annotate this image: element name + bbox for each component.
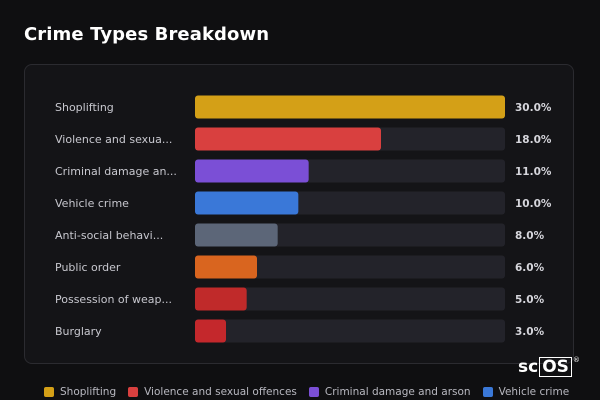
bar-track [195,287,505,311]
bar-track [195,255,505,279]
chart-title: Crime Types Breakdown [24,24,270,45]
legend-swatch [308,387,319,397]
bar[interactable] [195,255,257,279]
category-label: Vehicle crime [55,197,129,210]
category-label: Public order [55,261,121,274]
value-label: 10.0% [515,198,552,210]
bar[interactable] [195,287,247,311]
legend-swatch [482,387,493,397]
value-label: 6.0% [515,262,545,274]
legend-item[interactable]: Violence and sexual offences [128,386,297,398]
bar[interactable] [195,159,309,183]
value-label: 18.0% [515,134,552,146]
value-label: 8.0% [515,230,545,242]
value-label: 5.0% [515,294,545,306]
legend-label: Vehicle crime [498,386,570,398]
value-label: 11.0% [515,166,552,178]
legend-item[interactable]: Vehicle crime [482,386,570,398]
category-label: Criminal damage an... [55,165,177,178]
category-label: Anti-social behavi... [55,229,163,242]
legend-label: Criminal damage and arson [324,386,471,398]
value-label: 3.0% [515,326,545,338]
legend-label: Violence and sexual offences [144,386,297,398]
legend-swatch [128,387,139,397]
bar[interactable] [195,127,381,151]
legend-label: Shoplifting [60,386,117,398]
legend-item[interactable]: Shoplifting [44,386,116,398]
category-label: Shoplifting [55,101,114,114]
value-label: 30.0% [515,102,552,114]
legend-item[interactable]: Criminal damage and arson [308,386,471,398]
bar[interactable] [195,223,278,247]
bar[interactable] [195,191,299,215]
bar[interactable] [195,319,226,343]
category-label: Possession of weap... [55,293,172,306]
bar-track [195,319,505,343]
category-label: Burglary [55,325,102,338]
category-label: Violence and sexua... [55,133,172,146]
legend-swatch [44,387,54,397]
chart-legend: Shoplifting Violence and sexual offences C… [44,386,569,398]
scos-logo: sc OS ® [518,356,580,377]
bar[interactable] [195,95,505,119]
